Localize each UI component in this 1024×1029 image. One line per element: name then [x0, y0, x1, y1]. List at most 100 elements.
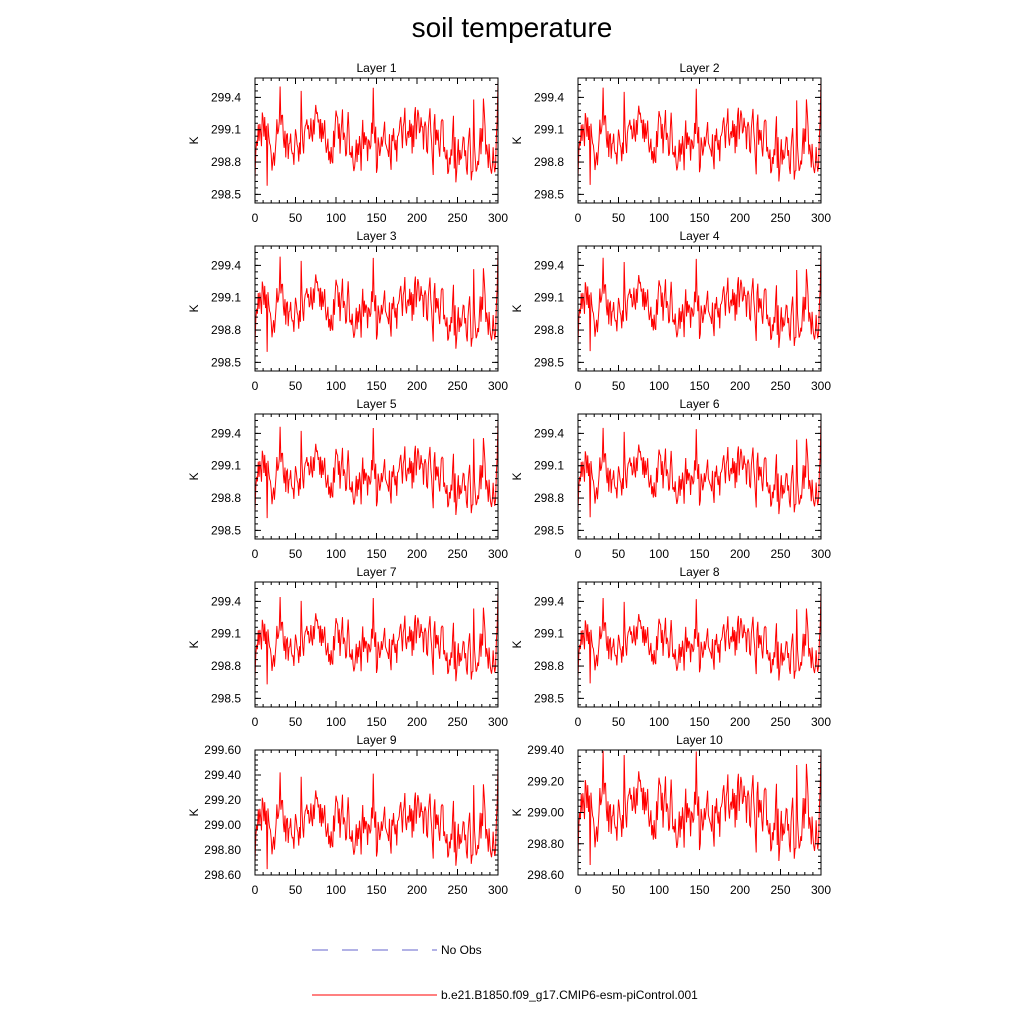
- x-tick-label: 200: [407, 883, 427, 897]
- x-tick-label: 0: [575, 715, 582, 729]
- x-tick-label: 300: [811, 379, 831, 393]
- x-tick-label: 150: [366, 547, 386, 561]
- x-tick-label: 150: [689, 211, 709, 225]
- x-tick-label: 150: [689, 547, 709, 561]
- y-tick-label: 299.4: [211, 90, 241, 104]
- x-tick-label: 50: [612, 379, 626, 393]
- panel-3: Layer 3 K 0 50 100 150 200 250 300 298.5 298.8 299.…: [187, 229, 508, 393]
- y-tick-label: 299.1: [534, 123, 564, 137]
- x-tick-label: 300: [811, 715, 831, 729]
- panel-title: Layer 3: [356, 229, 396, 243]
- chart-title: soil temperature: [411, 12, 613, 43]
- x-tick-label: 150: [366, 211, 386, 225]
- y-tick-label: 298.8: [211, 323, 241, 337]
- series-line: [577, 750, 822, 866]
- x-tick-label: 250: [447, 547, 467, 561]
- x-tick-label: 300: [488, 715, 508, 729]
- x-tick-label: 150: [689, 715, 709, 729]
- x-tick-label: 100: [326, 883, 346, 897]
- y-tick-label: 298.5: [534, 523, 564, 537]
- panel-title: Layer 10: [676, 733, 723, 747]
- series-line: [577, 78, 822, 185]
- x-tick-label: 0: [252, 715, 259, 729]
- legend-label-2: b.e21.B1850.f09_g17.CMIP6-esm-piControl.…: [441, 988, 698, 1002]
- y-tick-label: 299.20: [527, 774, 564, 788]
- y-tick-label: 298.8: [534, 155, 564, 169]
- x-tick-label: 200: [730, 715, 750, 729]
- panel-title: Layer 2: [679, 61, 719, 75]
- y-tick-label: 299.4: [211, 594, 241, 608]
- x-tick-label: 200: [407, 379, 427, 393]
- y-axis-label: K: [510, 472, 524, 480]
- x-tick-label: 250: [770, 883, 790, 897]
- y-tick-label: 299.60: [204, 743, 241, 757]
- x-tick-label: 100: [326, 211, 346, 225]
- x-tick-label: 300: [488, 379, 508, 393]
- x-tick-label: 0: [575, 211, 582, 225]
- y-tick-label: 299.40: [527, 743, 564, 757]
- x-tick-label: 50: [289, 715, 303, 729]
- x-tick-label: 200: [730, 379, 750, 393]
- y-tick-label: 299.1: [211, 291, 241, 305]
- y-tick-label: 299.1: [534, 627, 564, 641]
- x-tick-label: 150: [366, 715, 386, 729]
- y-tick-label: 298.5: [534, 187, 564, 201]
- panel-10: Layer 10 K 0 50 100 150 200 250 300 298.60 298.80 2…: [510, 733, 831, 897]
- x-tick-label: 250: [770, 379, 790, 393]
- x-tick-label: 50: [289, 883, 303, 897]
- x-tick-label: 0: [252, 211, 259, 225]
- x-tick-label: 50: [612, 211, 626, 225]
- y-tick-label: 299.1: [211, 123, 241, 137]
- y-tick-label: 298.8: [211, 491, 241, 505]
- x-tick-label: 0: [252, 547, 259, 561]
- y-tick-label: 298.60: [204, 868, 241, 882]
- series-line: [254, 588, 499, 685]
- y-tick-label: 298.5: [211, 691, 241, 705]
- y-axis-label: K: [510, 808, 524, 816]
- panel-6: Layer 6 K 0 50 100 150 200 250 300 298.5 298.8 299.…: [510, 397, 831, 561]
- x-tick-label: 200: [407, 715, 427, 729]
- panel-title: Layer 7: [356, 565, 396, 579]
- x-tick-label: 150: [689, 883, 709, 897]
- panel-title: Layer 4: [679, 229, 719, 243]
- x-tick-label: 50: [289, 379, 303, 393]
- panel-7: Layer 7 K 0 50 100 150 200 250 300 298.5 298.8 299.…: [187, 565, 508, 729]
- y-axis-label: K: [187, 640, 201, 648]
- x-tick-label: 0: [575, 547, 582, 561]
- y-tick-label: 299.1: [211, 627, 241, 641]
- series-line: [254, 418, 499, 519]
- y-tick-label: 298.80: [204, 843, 241, 857]
- y-axis-label: K: [510, 136, 524, 144]
- y-tick-label: 299.4: [534, 594, 564, 608]
- legend-label-1: No Obs: [441, 943, 482, 957]
- x-tick-label: 150: [366, 379, 386, 393]
- x-tick-label: 200: [730, 547, 750, 561]
- panel-title: Layer 8: [679, 565, 719, 579]
- y-tick-label: 299.4: [534, 90, 564, 104]
- y-tick-label: 298.80: [527, 837, 564, 851]
- y-axis-label: K: [510, 304, 524, 312]
- x-tick-label: 100: [649, 715, 669, 729]
- series-line: [254, 78, 499, 186]
- y-axis-label: K: [187, 808, 201, 816]
- y-axis-label: K: [187, 472, 201, 480]
- x-tick-label: 200: [730, 883, 750, 897]
- x-tick-label: 0: [575, 379, 582, 393]
- x-tick-label: 250: [447, 715, 467, 729]
- series-line: [577, 249, 822, 352]
- y-tick-label: 298.5: [211, 355, 241, 369]
- y-axis-label: K: [187, 136, 201, 144]
- x-tick-label: 300: [811, 547, 831, 561]
- y-tick-label: 299.20: [204, 793, 241, 807]
- series-line: [254, 247, 499, 352]
- panel-title: Layer 6: [679, 397, 719, 411]
- x-tick-label: 300: [488, 211, 508, 225]
- x-tick-label: 100: [649, 379, 669, 393]
- panel-title: Layer 9: [356, 733, 396, 747]
- x-tick-label: 150: [366, 883, 386, 897]
- x-tick-label: 0: [575, 883, 582, 897]
- y-tick-label: 299.4: [534, 258, 564, 272]
- panel-1: Layer 1 K 0 50 100 150 200 250 300 298.5 298.8 299.…: [187, 61, 508, 225]
- panel-8: Layer 8 K 0 50 100 150 200 250 300 298.5 298.8 299.…: [510, 565, 831, 729]
